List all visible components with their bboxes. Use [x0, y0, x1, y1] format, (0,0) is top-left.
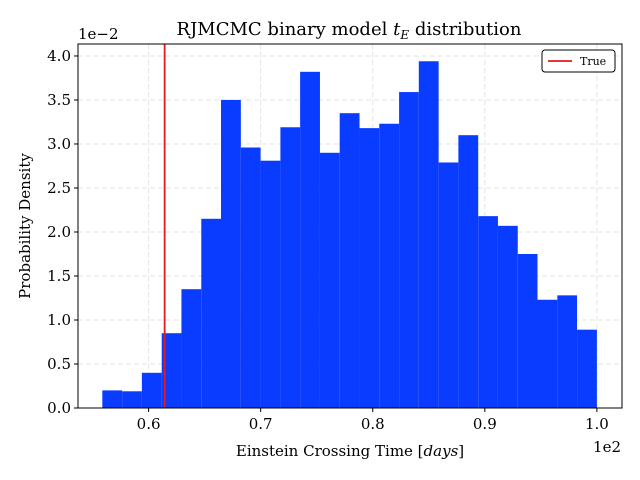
title-text: distribution — [409, 19, 522, 40]
bar — [478, 216, 498, 408]
x-tick-label: 0.7 — [249, 415, 273, 433]
y-tick-label: 3.5 — [47, 91, 71, 109]
bar — [280, 127, 301, 409]
bar — [221, 99, 241, 408]
x-label-math: days — [424, 442, 459, 460]
title-symbol: t — [393, 19, 401, 40]
chart-title: RJMCMC binary model tE distribution — [177, 19, 522, 42]
bar — [240, 147, 261, 408]
bar — [399, 92, 419, 409]
bar — [339, 113, 360, 409]
bar — [319, 152, 340, 408]
x-label-text: ] — [458, 442, 464, 460]
y-offset-label: 1e−2 — [78, 25, 119, 43]
bar — [537, 299, 558, 408]
bar — [379, 123, 400, 408]
y-tick-label: 1.5 — [47, 267, 71, 285]
bar — [201, 218, 222, 408]
x-axis-label: Einstein Crossing Time [days] — [236, 442, 464, 460]
y-tick-label: 4.0 — [47, 47, 71, 65]
bar — [438, 162, 459, 408]
legend-box — [541, 49, 616, 73]
legend: True — [541, 49, 616, 73]
y-tick-label: 1.0 — [47, 311, 71, 329]
title-text: RJMCMC binary model — [177, 19, 394, 40]
axes-frame — [77, 43, 623, 409]
bar — [161, 333, 182, 408]
x-tick-label: 0.8 — [361, 415, 385, 433]
bar — [577, 329, 597, 408]
bar — [458, 135, 479, 408]
bar — [517, 253, 538, 408]
y-tick-label: 0.5 — [47, 355, 71, 373]
y-tick-label: 2.0 — [47, 223, 71, 241]
bar — [300, 71, 320, 408]
bar — [497, 225, 518, 408]
x-tick-label: 1.0 — [585, 415, 609, 433]
bar — [181, 289, 202, 408]
x-tick-label: 0.9 — [473, 415, 497, 433]
x-tick-label: 0.6 — [137, 415, 161, 433]
bar — [557, 295, 578, 408]
title-subscript: E — [399, 28, 409, 42]
bar — [260, 160, 281, 408]
bar — [102, 390, 123, 408]
y-tick-label: 0.0 — [47, 399, 71, 417]
bar — [141, 372, 162, 408]
bar — [122, 391, 142, 408]
bar — [418, 61, 439, 409]
y-axis-label: Probability Density — [16, 153, 34, 299]
x-offset-label: 1e2 — [593, 438, 621, 456]
y-tick-label: 2.5 — [47, 179, 71, 197]
bar — [359, 128, 380, 409]
y-tick-label: 3.0 — [47, 135, 71, 153]
legend-label: True — [580, 55, 606, 68]
x-label-text: Einstein Crossing Time [ — [236, 442, 424, 460]
